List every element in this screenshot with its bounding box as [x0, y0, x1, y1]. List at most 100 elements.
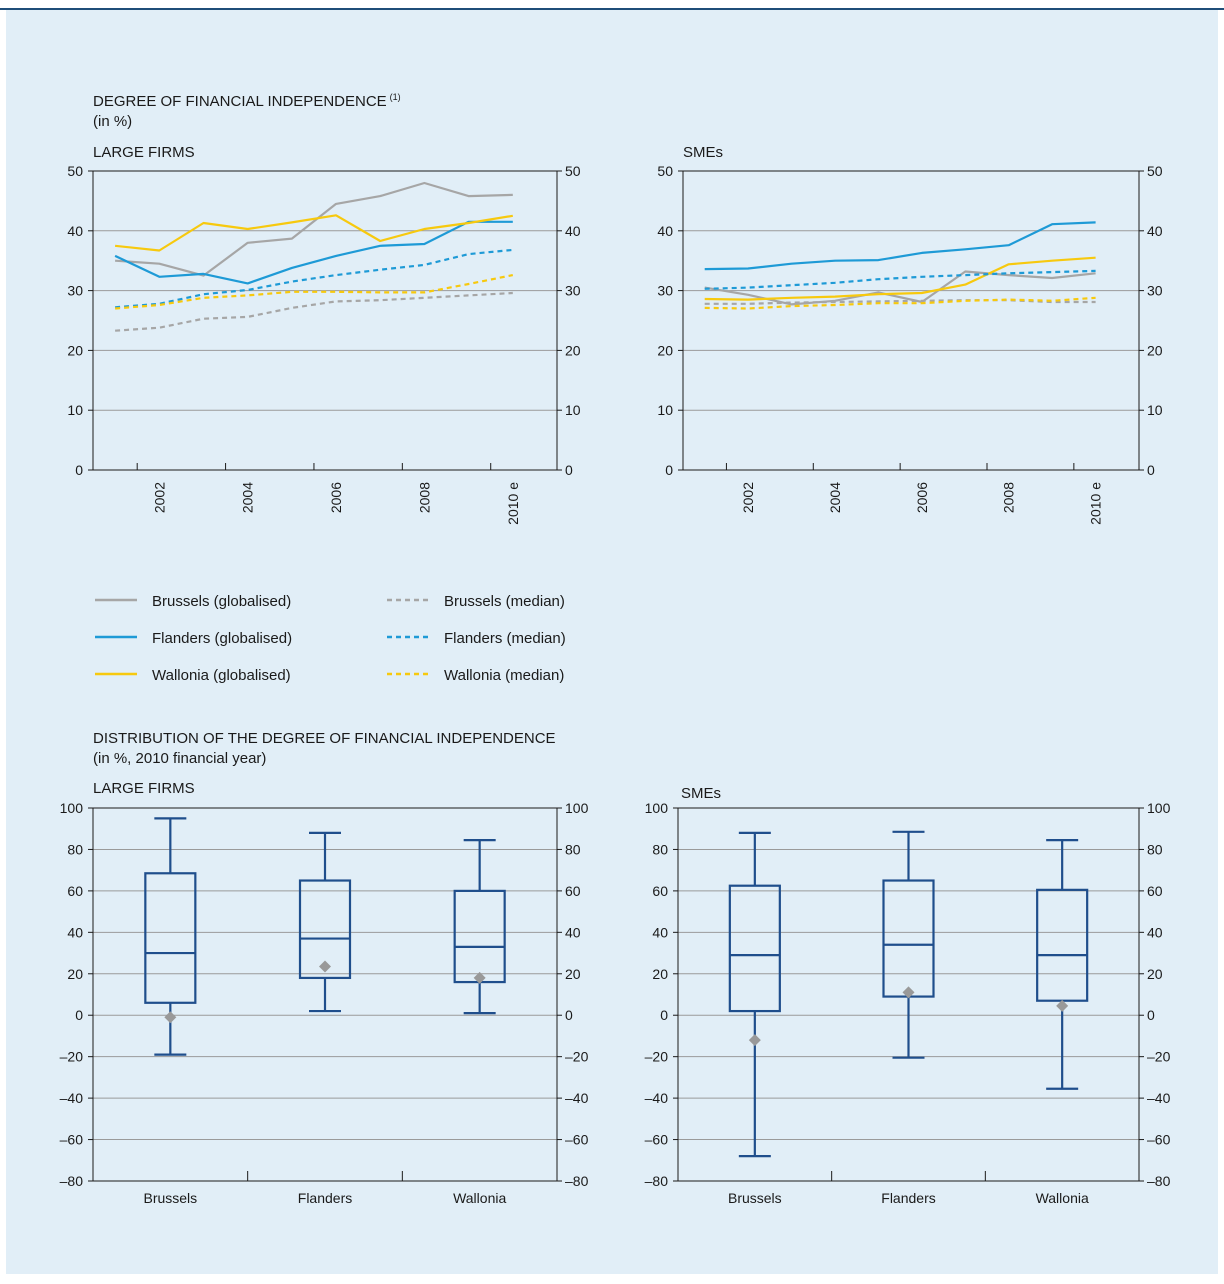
- y-tick-label-left: –40: [645, 1090, 669, 1106]
- y-tick-label-right: 80: [565, 841, 581, 857]
- x-tick-label: 2004: [240, 482, 256, 513]
- y-tick-label-left: 20: [67, 342, 83, 358]
- series-line-flanders-median: [704, 269, 1096, 290]
- y-tick-label-right: 60: [1147, 883, 1163, 899]
- y-tick-label-right: –40: [565, 1090, 589, 1106]
- y-tick-label-right: –20: [565, 1049, 589, 1065]
- mean-marker: [473, 971, 486, 984]
- plot-frame: [92, 170, 558, 471]
- box-iqr: [298, 879, 352, 980]
- x-tick-label: 2008: [1001, 482, 1017, 513]
- x-tick-label: 2004: [827, 482, 843, 513]
- y-tick-label-right: 30: [565, 283, 581, 299]
- plot-frame: [92, 807, 558, 1182]
- x-tick-label: 2006: [328, 482, 344, 513]
- mean-marker: [164, 1011, 177, 1024]
- box-iqr: [728, 884, 781, 1013]
- series-line-wallonia-median: [115, 274, 514, 310]
- y-tick-label-left: 100: [645, 800, 669, 816]
- box-iqr: [144, 872, 197, 1004]
- y-tick-label-left: 40: [67, 223, 83, 239]
- category-label-flanders: Flanders: [881, 1190, 935, 1206]
- series-line-flanders-median: [115, 248, 513, 309]
- y-tick-label-left: 80: [652, 841, 668, 857]
- legend-label: Brussels (median): [444, 593, 565, 610]
- y-tick-label-right: 10: [1147, 402, 1163, 418]
- y-tick-label-left: 60: [652, 883, 668, 899]
- y-tick-label-left: 100: [60, 800, 84, 816]
- mean-marker: [748, 1034, 761, 1047]
- y-tick-label-right: –60: [1147, 1132, 1171, 1148]
- top-rule: [0, 8, 1224, 10]
- box-chart-sme-title: SMEs: [681, 785, 721, 802]
- category-label-brussels: Brussels: [143, 1190, 197, 1206]
- bottom-section-title: DISTRIBUTION OF THE DEGREE OF FINANCIAL …: [93, 730, 556, 747]
- y-tick-label-left: 20: [67, 966, 83, 982]
- series-line-brussels-globalised: [115, 181, 513, 277]
- y-tick-label-left: –20: [60, 1049, 84, 1065]
- series-line-brussels-median: [704, 299, 1096, 305]
- y-tick-label-left: 50: [67, 163, 83, 179]
- box-iqr: [882, 879, 935, 998]
- y-tick-label-left: 40: [652, 924, 668, 940]
- y-tick-label-left: 30: [67, 283, 83, 299]
- legend-label: Flanders (median): [444, 630, 566, 647]
- top-section-unit: (in %): [93, 113, 132, 130]
- chart-panel: [6, 10, 1218, 1274]
- y-tick-label-right: 40: [565, 924, 581, 940]
- series-line-wallonia-median: [704, 296, 1096, 310]
- y-tick-label-right: –40: [1147, 1090, 1171, 1106]
- mean-marker: [902, 986, 915, 999]
- y-tick-label-left: –20: [645, 1049, 669, 1065]
- category-label-flanders: Flanders: [298, 1190, 352, 1206]
- box-chart-large-firms: –80 –80 –60 –60 –40 –40 –20 –20 0 0 20 20 40 40 60 60 80…: [60, 800, 589, 1206]
- series-line-flanders-globalised: [704, 221, 1096, 271]
- y-tick-label-left: 10: [657, 402, 673, 418]
- box-chart-smes: –80 –80 –60 –60 –40 –40 –20 –20 0 0 20 20 40 40 60 60 80…: [645, 800, 1171, 1206]
- y-tick-label-left: 20: [652, 966, 668, 982]
- line-chart-large-firms: 0 0 10 10 20 20 30 30 40 40 50 50 2002 2004 2006 2008 20…: [67, 163, 580, 525]
- box-iqr: [1036, 888, 1089, 1002]
- y-tick-label-left: 20: [657, 342, 673, 358]
- y-tick-label-left: –60: [645, 1132, 669, 1148]
- y-tick-label-right: 60: [565, 883, 581, 899]
- y-tick-label-right: 40: [1147, 223, 1163, 239]
- mean-marker: [1056, 999, 1069, 1012]
- y-tick-label-right: 20: [1147, 342, 1163, 358]
- y-tick-label-right: 20: [1147, 966, 1163, 982]
- series-line-brussels-median: [115, 291, 513, 332]
- y-tick-label-left: –40: [60, 1090, 84, 1106]
- y-tick-label-right: –20: [1147, 1049, 1171, 1065]
- y-tick-label-right: 50: [1147, 163, 1163, 179]
- box-chart-large-title: LARGE FIRMS: [93, 780, 195, 797]
- x-tick-label: 2002: [151, 482, 167, 513]
- series-line-wallonia-globalised: [704, 256, 1096, 301]
- x-tick-label: 2006: [914, 482, 930, 513]
- legend-label: Flanders (globalised): [152, 630, 292, 647]
- y-tick-label-right: 40: [1147, 924, 1163, 940]
- legend-label: Wallonia (median): [444, 667, 564, 684]
- y-tick-label-left: 0: [660, 1007, 668, 1023]
- y-tick-label-right: –60: [565, 1132, 589, 1148]
- line-chart-smes: 0 0 10 10 20 20 30 30 40 40 50 50 2002 2004 2006 2008 20…: [657, 163, 1162, 525]
- mean-marker: [319, 960, 331, 973]
- y-tick-label-left: 10: [67, 402, 83, 418]
- y-tick-label-left: 40: [67, 924, 83, 940]
- y-tick-label-right: 100: [565, 800, 589, 816]
- y-tick-label-right: 0: [565, 1007, 573, 1023]
- y-tick-label-right: –80: [1147, 1173, 1171, 1189]
- series-line-flanders-globalised: [114, 220, 513, 285]
- category-label-wallonia: Wallonia: [1036, 1190, 1089, 1206]
- series-line-wallonia-globalised: [114, 214, 513, 252]
- x-tick-label: 2008: [416, 482, 432, 513]
- line-chart-sme-title: SMEs: [683, 144, 723, 161]
- y-tick-label-right: 20: [565, 342, 581, 358]
- y-tick-label-right: 30: [1147, 283, 1163, 299]
- y-tick-label-right: 0: [1147, 462, 1155, 478]
- legend-label: Brussels (globalised): [152, 593, 291, 610]
- x-tick-label: 2010 e: [505, 482, 521, 525]
- legend-label: Wallonia (globalised): [152, 667, 291, 684]
- plot-frame: [682, 170, 1140, 471]
